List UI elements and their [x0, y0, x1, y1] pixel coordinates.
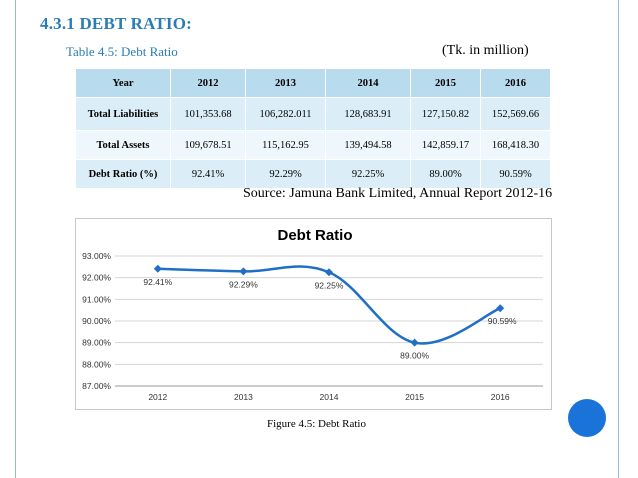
- x-tick-label: 2012: [148, 392, 167, 402]
- table-row: Total Liabilities 101,353.68 106,282.011…: [75, 97, 551, 131]
- table-cell: 90.59%: [480, 159, 551, 189]
- data-point-marker: [239, 267, 248, 276]
- x-tick-label: 2014: [320, 392, 339, 402]
- data-label: 89.00%: [400, 351, 429, 361]
- data-labels: 92.41% 92.29% 92.25% 89.00% 90.59%: [143, 277, 517, 361]
- right-border-rule: [618, 0, 619, 478]
- y-tick-label: 91.00%: [82, 294, 111, 304]
- chart-title: Debt Ratio: [278, 227, 353, 244]
- y-tick-label: 92.00%: [82, 273, 111, 283]
- table-cell: 168,418.30: [480, 130, 551, 160]
- x-tick-label: 2015: [405, 392, 424, 402]
- header-cell: 2014: [325, 68, 411, 98]
- row-label: Total Liabilities: [75, 97, 171, 131]
- table-row: Debt Ratio (%) 92.41% 92.29% 92.25% 89.0…: [75, 159, 551, 189]
- table-cell: 127,150.82: [410, 97, 481, 131]
- table-cell: 115,162.95: [245, 130, 326, 160]
- row-label: Debt Ratio (%): [75, 159, 171, 189]
- figure-caption: Figure 4.5: Debt Ratio: [267, 418, 366, 430]
- table-cell: 139,494.58: [325, 130, 411, 160]
- debt-ratio-table: Year 2012 2013 2014 2015 2016 Total Liab…: [75, 68, 551, 189]
- y-tick-label: 89.00%: [82, 338, 111, 348]
- header-cell: Year: [75, 68, 171, 98]
- table-cell: 106,282.011: [245, 97, 326, 131]
- y-tick-label: 87.00%: [82, 381, 111, 391]
- header-cell: 2013: [245, 68, 326, 98]
- series-markers: [153, 264, 505, 347]
- table-cell: 92.25%: [325, 159, 411, 189]
- y-tick-label: 93.00%: [82, 251, 111, 261]
- y-tick-label: 88.00%: [82, 359, 111, 369]
- source-note: Source: Jamuna Bank Limited, Annual Repo…: [243, 186, 553, 201]
- table-cell: 142,859.17: [410, 130, 481, 160]
- header-cell: 2015: [410, 68, 481, 98]
- data-point-marker: [153, 264, 162, 273]
- table-caption: Table 4.5: Debt Ratio: [66, 44, 178, 59]
- table-cell: 109,678.51: [170, 130, 246, 160]
- header-cell: 2012: [170, 68, 246, 98]
- debt-ratio-line-chart: Debt Ratio 87.00% 88.00% 89.00% 90.00% 91.00…: [82, 227, 543, 402]
- chart-frame: [75, 218, 552, 410]
- table-cell: 92.29%: [245, 159, 326, 189]
- header-cell: 2016: [480, 68, 551, 98]
- table-cell: 89.00%: [410, 159, 481, 189]
- data-label: 90.59%: [488, 316, 517, 326]
- data-label: 92.29%: [229, 279, 258, 289]
- x-tick-label: 2013: [234, 392, 253, 402]
- data-point-marker: [325, 268, 333, 277]
- grid-layer: [115, 255, 543, 387]
- table-header-row: Year 2012 2013 2014 2015 2016: [75, 68, 551, 98]
- data-label: 92.25%: [315, 280, 344, 290]
- y-tick-label: 90.00%: [82, 316, 111, 326]
- table-cell: 128,683.91: [325, 97, 411, 131]
- y-axis-ticks: 87.00% 88.00% 89.00% 90.00% 91.00% 92.00% 93.0…: [82, 251, 111, 391]
- series-line: [157, 265, 501, 345]
- section-heading: 4.3.1 DEBT RATIO:: [40, 14, 193, 33]
- data-label: 92.41%: [143, 277, 172, 287]
- table-cell: 152,569.66: [480, 97, 551, 131]
- data-point-marker: [410, 338, 419, 347]
- table-row: Total Assets 109,678.51 115,162.95 139,4…: [75, 130, 551, 160]
- x-tick-label: 2016: [491, 392, 510, 402]
- table-cell: 101,353.68: [170, 97, 246, 131]
- left-border-rule: [15, 0, 16, 478]
- decorative-circle: [568, 399, 606, 437]
- table-cell: 92.41%: [170, 159, 246, 189]
- row-label: Total Assets: [75, 130, 171, 160]
- x-axis-ticks: 2012 2013 2014 2015 2016: [148, 392, 510, 402]
- unit-note: (Tk. in million): [442, 43, 529, 58]
- data-point-marker: [496, 304, 505, 313]
